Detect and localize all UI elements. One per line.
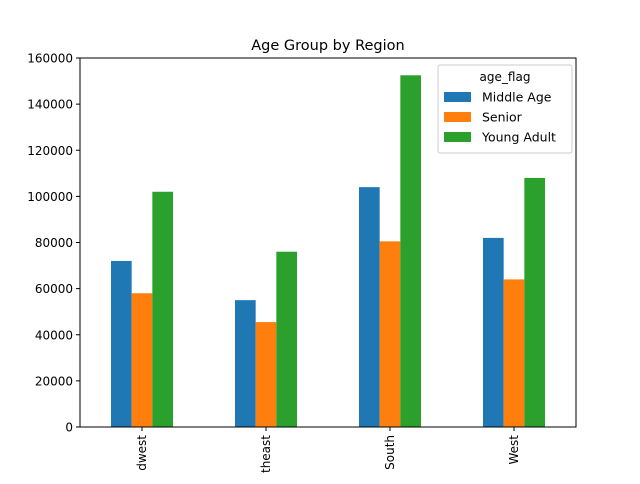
- y-axis: 0 20000 40000 60000 80000 100000 120000 140000 1…: [27, 52, 80, 435]
- bar-young-adult-1: [276, 251, 297, 427]
- bars-layer: [111, 75, 545, 428]
- y-tick-label: 160000: [27, 52, 73, 66]
- bar-middle-age-2: [359, 187, 380, 427]
- plot-frame: [79, 57, 577, 428]
- bar-young-adult-0: [152, 191, 173, 427]
- bar-senior-0: [131, 293, 153, 427]
- y-tick-label: 40000: [35, 328, 73, 342]
- y-tick-label: 60000: [35, 282, 73, 296]
- legend-title: age_flag: [480, 70, 531, 84]
- y-tick-label: 80000: [35, 236, 73, 250]
- legend-swatch: [444, 112, 471, 122]
- legend-label: Middle Age: [482, 90, 552, 105]
- x-tick-label: South: [383, 435, 397, 470]
- y-tick-label: 100000: [27, 190, 73, 204]
- y-tick-label: 0: [65, 421, 73, 435]
- legend-box: [437, 64, 573, 154]
- bar-middle-age-0: [111, 260, 132, 427]
- legend-label: Senior: [482, 110, 523, 125]
- chart-title: Age Group by Region: [251, 38, 404, 54]
- bar-senior-2: [379, 241, 401, 427]
- legend-label: Young Adult: [481, 130, 556, 145]
- y-tick-label: 120000: [27, 144, 73, 158]
- bar-young-adult-3: [524, 177, 545, 427]
- bar-middle-age-1: [235, 300, 256, 427]
- bar-senior-1: [255, 322, 277, 427]
- y-tick-label: 140000: [27, 98, 73, 112]
- x-tick-label: West: [507, 435, 521, 465]
- x-tick-label: theast: [259, 435, 273, 473]
- legend-items: Middle Age Senior Young Adult: [444, 90, 556, 145]
- legend-swatch: [444, 132, 471, 142]
- x-tick-label: dwest: [135, 435, 149, 471]
- y-tick-label: 20000: [35, 374, 73, 388]
- legend: age_flag Middle Age Senior Young Adult: [437, 64, 573, 154]
- bar-senior-3: [503, 279, 525, 427]
- bar-young-adult-2: [400, 75, 421, 428]
- legend-swatch: [444, 92, 471, 102]
- bar-middle-age-3: [483, 237, 504, 427]
- x-axis: dwest theast South West: [135, 427, 521, 473]
